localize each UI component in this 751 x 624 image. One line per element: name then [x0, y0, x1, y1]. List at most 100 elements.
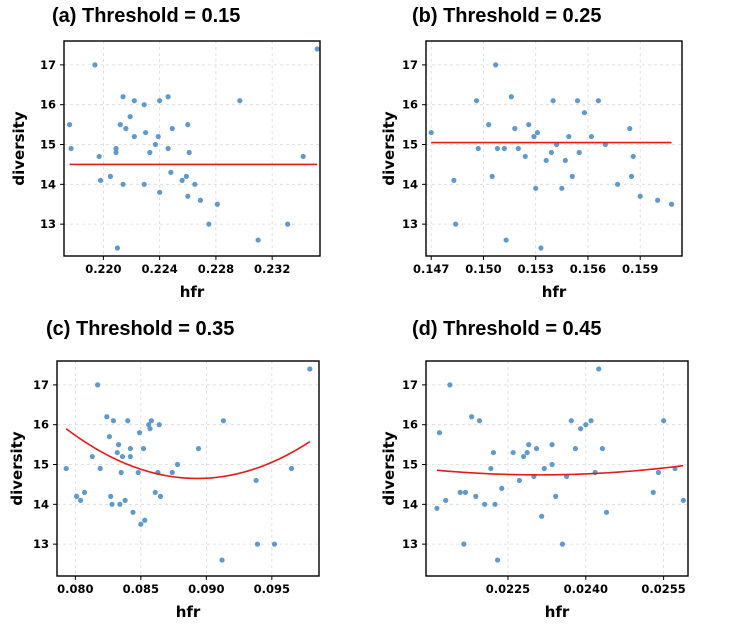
data-point-16	[510, 449, 516, 456]
data-point-13	[115, 442, 122, 448]
data-point-39	[314, 46, 320, 52]
data-point-32	[588, 418, 594, 424]
data-point-22	[165, 145, 171, 152]
x-axis-label: hfr	[542, 283, 567, 301]
fit-curve	[436, 464, 684, 476]
data-point-18	[520, 453, 527, 460]
data-point-41	[141, 181, 147, 187]
data-point-36	[255, 237, 261, 243]
data-point-18	[543, 157, 549, 164]
data-point-6	[489, 173, 495, 179]
data-point-4	[457, 489, 463, 495]
data-point-37	[253, 477, 259, 484]
data-point-21	[157, 98, 163, 104]
data-point-37	[655, 197, 661, 203]
data-point-24	[566, 133, 572, 140]
data-point-19	[548, 149, 554, 156]
data-point-39	[531, 133, 537, 140]
data-point-42	[118, 469, 124, 476]
data-point-30	[595, 98, 602, 104]
data-point-7	[104, 414, 110, 420]
data-point-12	[515, 145, 521, 152]
data-point-20	[157, 189, 163, 195]
data-point-19	[526, 442, 532, 448]
data-point-12	[127, 114, 133, 120]
data-point-17	[147, 149, 153, 156]
data-point-15	[499, 485, 505, 492]
chart-title: (c) Threshold = 0.35	[46, 318, 234, 340]
data-point-36	[603, 509, 610, 515]
x-axis-label: hfr	[176, 603, 201, 621]
data-point-2	[453, 221, 459, 227]
data-point-26	[574, 98, 581, 104]
data-point-11	[123, 125, 129, 132]
data-point-3	[81, 489, 88, 495]
data-point-34	[214, 201, 220, 207]
data-point-35	[237, 98, 243, 104]
data-point-35	[219, 557, 225, 563]
data-point-28	[568, 418, 574, 424]
y-axis-label: diversity	[10, 111, 28, 185]
data-point-1	[436, 430, 443, 436]
data-point-30	[156, 422, 162, 428]
data-point-13	[131, 133, 137, 140]
y-tick-label-2: 15	[402, 458, 418, 472]
data-point-42	[549, 461, 555, 468]
data-point-10	[109, 501, 115, 507]
data-point-38	[300, 153, 306, 160]
data-point-37	[285, 221, 291, 227]
data-point-30	[578, 426, 584, 432]
data-point-19	[130, 509, 136, 515]
data-point-22	[138, 521, 144, 527]
data-point-9	[476, 418, 483, 424]
data-point-0	[63, 465, 69, 472]
data-point-41	[680, 497, 686, 503]
data-point-23	[165, 94, 171, 100]
data-point-9	[503, 237, 509, 243]
data-point-24	[142, 517, 148, 523]
data-point-24	[549, 442, 555, 448]
data-point-20	[550, 98, 556, 104]
data-point-40	[113, 149, 119, 156]
data-point-17	[516, 477, 522, 484]
data-point-11	[110, 418, 116, 424]
data-point-4	[475, 145, 481, 152]
x-tick-label-1: 0.224	[141, 262, 177, 276]
data-point-0	[428, 129, 434, 136]
data-point-10	[508, 94, 514, 100]
data-point-21	[533, 445, 540, 452]
data-point-26	[179, 177, 185, 183]
y-tick-label-2: 15	[40, 138, 56, 152]
data-point-39	[661, 418, 667, 424]
data-point-35	[599, 445, 605, 452]
data-point-34	[596, 366, 602, 372]
y-tick-label-0: 13	[33, 537, 49, 551]
data-point-32	[197, 197, 204, 203]
data-point-31	[583, 422, 589, 428]
data-point-7	[469, 414, 475, 420]
data-point-10	[482, 501, 488, 507]
data-point-34	[195, 445, 202, 452]
data-point-9	[120, 94, 126, 100]
x-tick-label-0: 0.0225	[486, 582, 530, 596]
x-tick-label-2: 0.228	[198, 262, 234, 276]
fit-curve	[65, 428, 311, 480]
data-point-3	[447, 382, 453, 388]
data-point-25	[569, 173, 575, 179]
y-tick-label-1: 14	[402, 497, 418, 511]
data-point-8	[501, 145, 507, 152]
data-point-38	[254, 541, 261, 547]
y-tick-label-4: 17	[33, 378, 49, 392]
data-point-5	[486, 122, 492, 128]
data-point-30	[186, 149, 192, 156]
x-tick-label-3: 0.095	[254, 582, 290, 596]
data-point-2	[77, 497, 84, 503]
x-tick-label-3: 0.232	[254, 262, 290, 276]
data-point-29	[572, 445, 579, 452]
y-tick-label-0: 13	[402, 537, 418, 551]
data-point-3	[473, 98, 480, 104]
data-point-17	[125, 418, 131, 424]
data-point-4	[97, 177, 104, 183]
data-point-11	[488, 465, 494, 472]
data-point-27	[148, 418, 154, 424]
